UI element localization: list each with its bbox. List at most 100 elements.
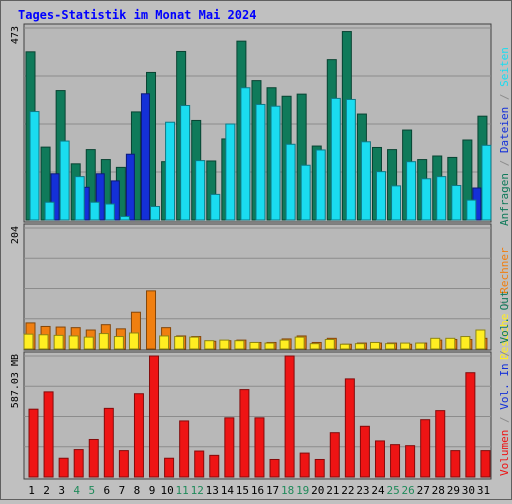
- bar-volumen-day-9: [149, 355, 160, 478]
- bar-seiten-day-31: [481, 144, 492, 221]
- panels: 473 204 587.03 MB: [10, 23, 492, 480]
- bar-besuche-day-24: [369, 341, 380, 350]
- bar-volumen-day-27: [420, 419, 431, 478]
- bar-dateien-day-5: [95, 173, 105, 221]
- bar-besuche-day-20: [309, 343, 320, 350]
- bar-volumen-day-23: [359, 425, 370, 478]
- bar-besuche-day-19: [294, 336, 305, 350]
- day-label-31: 31: [477, 484, 490, 497]
- bar-volumen-day-1: [28, 408, 39, 478]
- day-label-16: 16: [251, 484, 264, 497]
- bar-seiten-day-26: [406, 161, 417, 221]
- bar-besuche-day-23: [354, 343, 365, 350]
- day-label-5: 5: [88, 484, 95, 497]
- bar-besuche-day-5: [83, 336, 94, 350]
- bar-seiten-day-12: [195, 160, 206, 221]
- day-label-10: 10: [160, 484, 173, 497]
- bar-volumen-day-4: [73, 449, 84, 478]
- legend-part: Vol. In: [498, 363, 511, 409]
- bar-besuche-day-18: [279, 339, 290, 350]
- bar-seiten-day-16: [255, 103, 266, 221]
- day-label-22: 22: [341, 484, 354, 497]
- bar-seiten-day-9: [150, 205, 161, 221]
- y-max-label: 587.03 MB: [10, 354, 21, 408]
- bar-volumen-day-6: [103, 407, 114, 478]
- bar-volumen-day-3: [58, 457, 69, 478]
- bar-volumen-day-2: [43, 391, 54, 478]
- bar-seiten-day-3: [59, 140, 70, 221]
- legend-part: /: [498, 344, 511, 364]
- day-label-30: 30: [462, 484, 475, 497]
- bar-besuche-day-6: [98, 333, 109, 350]
- day-label-17: 17: [266, 484, 279, 497]
- bar-volumen-day-21: [329, 432, 340, 478]
- bar-volumen-day-17: [269, 458, 280, 478]
- bar-besuche-day-11: [174, 336, 185, 350]
- day-label-9: 9: [149, 484, 156, 497]
- bar-seiten-day-24: [375, 171, 386, 221]
- legend-part: Besuche: [498, 314, 511, 360]
- day-label-4: 4: [73, 484, 80, 497]
- y-max-label: 204: [10, 226, 21, 244]
- bar-seiten-day-14: [225, 123, 236, 221]
- day-label-1: 1: [28, 484, 35, 497]
- day-label-7: 7: [119, 484, 126, 497]
- bar-besuche-day-16: [249, 341, 260, 350]
- day-label-20: 20: [311, 484, 324, 497]
- bar-volumen-day-16: [254, 417, 265, 478]
- bar-volumen-day-28: [435, 410, 446, 478]
- bar-volumen-day-13: [209, 454, 220, 478]
- bar-seiten-day-20: [315, 149, 326, 221]
- bar-volumen-day-10: [164, 457, 175, 478]
- day-label-24: 24: [371, 484, 385, 497]
- bar-besuche-day-29: [445, 337, 456, 350]
- chart-title: Tages-Statistik im Monat Mai 2024: [18, 8, 256, 22]
- day-label-8: 8: [134, 484, 141, 497]
- bar-volumen-day-20: [314, 458, 325, 478]
- bar-besuche-day-12: [189, 336, 200, 350]
- bar-volumen-day-31: [480, 450, 491, 478]
- panel-top: 473: [10, 23, 492, 223]
- bar-volumen-day-26: [405, 445, 416, 478]
- bar-besuche-day-17: [264, 342, 275, 350]
- panel-bot: 587.03 MB: [10, 351, 492, 480]
- bar-volumen-day-7: [118, 450, 129, 478]
- bar-seiten-day-4: [74, 176, 85, 221]
- day-label-28: 28: [432, 484, 445, 497]
- day-label-14: 14: [221, 484, 235, 497]
- bar-dateien-day-2: [50, 173, 60, 221]
- bar-seiten-day-15: [240, 87, 251, 221]
- day-label-12: 12: [191, 484, 204, 497]
- bar-volumen-day-8: [133, 393, 144, 478]
- bar-volumen-day-24: [374, 440, 385, 478]
- bar-seiten-day-7: [119, 215, 130, 221]
- bar-seiten-day-21: [330, 97, 341, 221]
- bar-besuche-day-3: [53, 334, 64, 350]
- bar-volumen-day-15: [239, 389, 250, 478]
- bar-seiten-day-13: [210, 193, 221, 221]
- bar-dateien-day-6: [110, 180, 120, 221]
- bar-seiten-day-11: [180, 105, 191, 221]
- day-label-19: 19: [296, 484, 309, 497]
- legend-bot: Volumen / Vol. In / Vol. Out: [498, 291, 511, 476]
- bar-besuche-day-31: [475, 329, 486, 350]
- day-label-25: 25: [386, 484, 399, 497]
- day-label-27: 27: [417, 484, 430, 497]
- day-label-15: 15: [236, 484, 249, 497]
- legend-mid: Besuche / Rechner: [498, 247, 511, 360]
- legend-part: Volumen: [498, 430, 511, 476]
- bar-besuche-day-28: [430, 337, 441, 350]
- bar-besuche-day-25: [385, 343, 396, 350]
- bar-volumen-day-12: [194, 450, 205, 478]
- bar-seiten-day-22: [345, 98, 356, 221]
- bar-besuche-day-30: [460, 336, 471, 350]
- bar-seiten-day-18: [285, 143, 296, 221]
- bar-seiten-day-25: [391, 185, 402, 221]
- bar-volumen-day-19: [299, 452, 310, 478]
- bar-dateien-day-8: [140, 93, 150, 221]
- bar-besuche-day-10: [159, 335, 170, 350]
- bar-seiten-day-19: [300, 164, 311, 221]
- bar-besuche-day-22: [339, 343, 350, 350]
- day-label-26: 26: [402, 484, 415, 497]
